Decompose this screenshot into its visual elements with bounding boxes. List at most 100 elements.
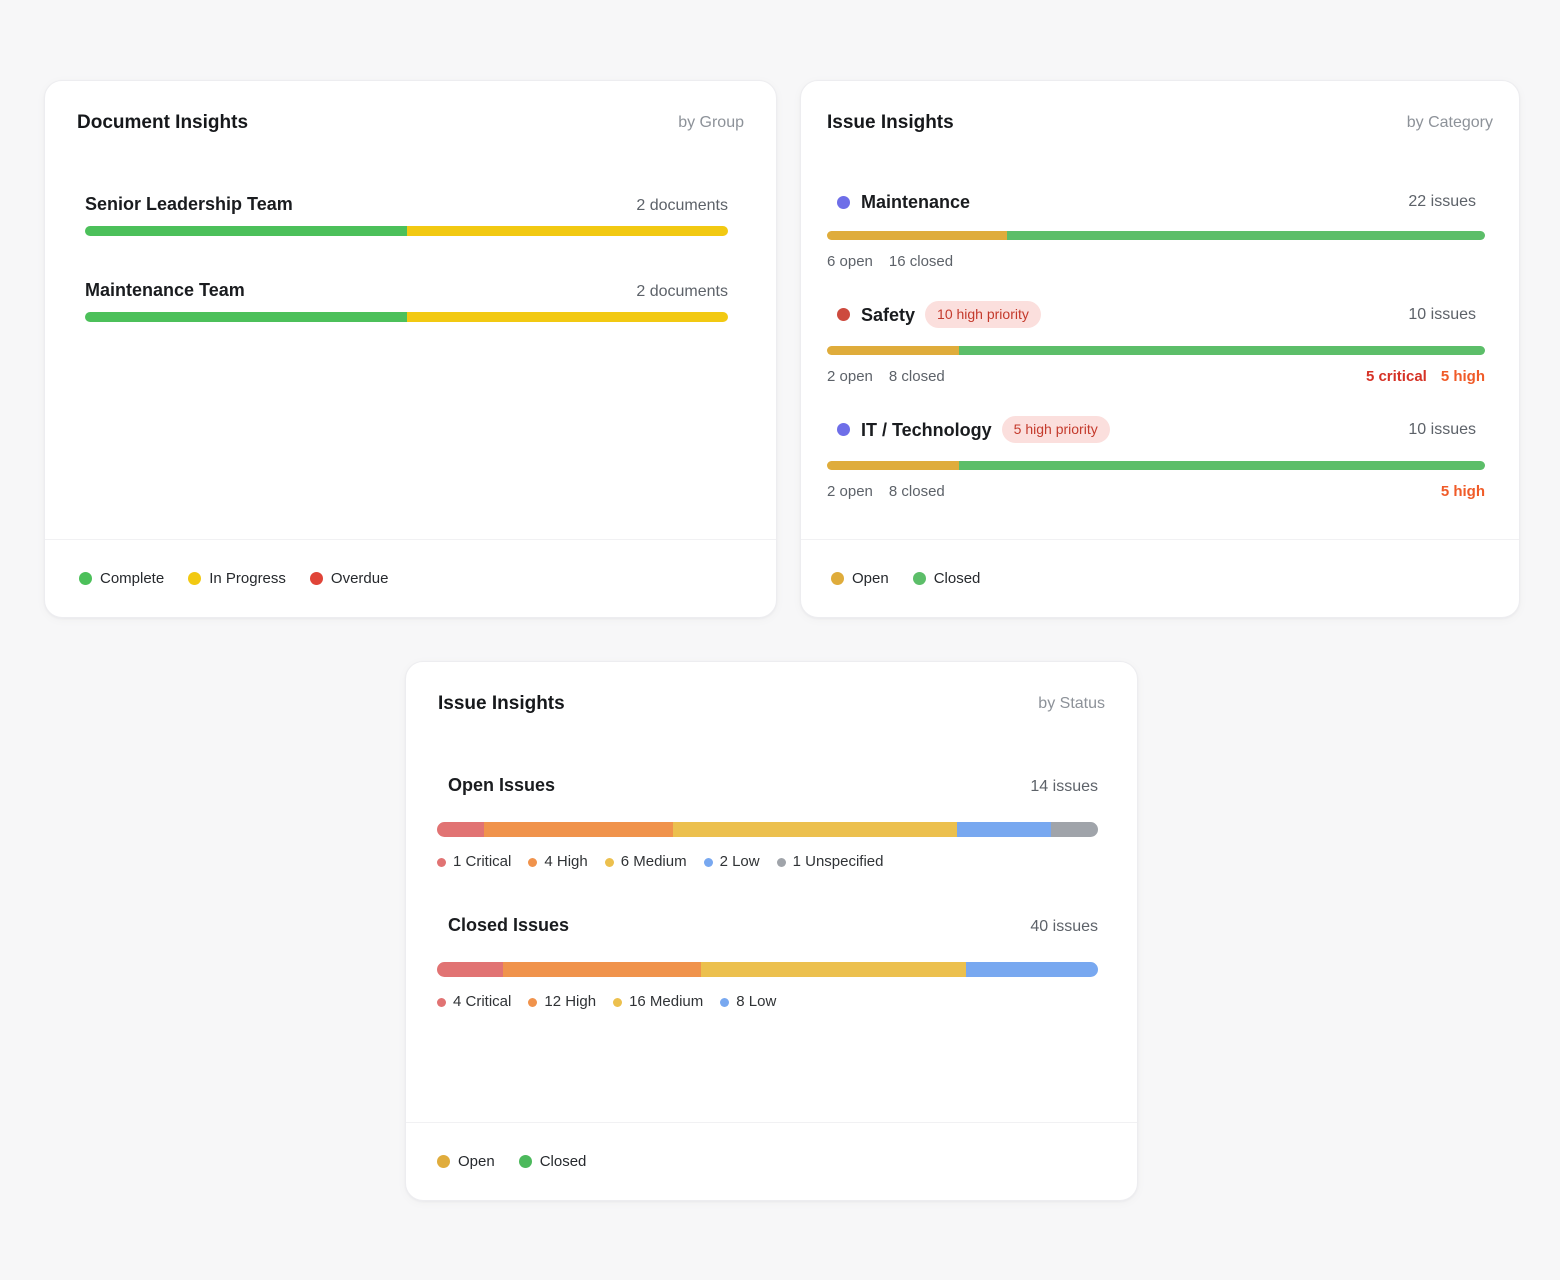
legend-dot	[437, 1155, 450, 1168]
open-closed-stats: 2 open 8 closed	[827, 368, 945, 386]
bar-segment	[827, 461, 959, 470]
stat-text: 2 open	[827, 483, 873, 500]
legend-label: 1 Critical	[453, 853, 512, 870]
bar-segment	[672, 822, 957, 837]
legend-label: Open	[852, 570, 889, 587]
legend-label: Complete	[100, 570, 165, 587]
legend-item: 4 Critical	[437, 993, 511, 1011]
category-name: IT / Technology	[861, 419, 992, 440]
bar-segment	[958, 346, 1485, 355]
priority-legend: 1 Critical 4 High 6 Medium 2 Low 1 Unspecifi…	[437, 853, 1098, 871]
group-name: Maintenance Team	[85, 280, 245, 300]
status-section: Open Issues 14 issues 1 Critical 4 High 6 …	[437, 774, 1098, 871]
card-legend: Complete In Progress Overdue	[45, 539, 776, 617]
stat-text: 8 closed	[888, 368, 945, 385]
bar-segment	[503, 962, 702, 977]
open-closed-bar	[827, 346, 1485, 355]
legend-item: 1 Critical	[437, 853, 511, 871]
category-dot	[837, 423, 850, 436]
legend-item: 8 Low	[720, 993, 776, 1011]
legend-label: 4 High	[544, 853, 588, 870]
stat-text: 2 open	[827, 368, 873, 385]
card-legend: Open Closed	[801, 539, 1519, 617]
card-title: Issue Insights	[827, 112, 954, 133]
document-rows: Senior Leadership Team 2 documents Maint…	[45, 193, 776, 322]
card-header: Issue Insights by Status	[406, 662, 1137, 716]
legend-label: 8 Low	[736, 993, 777, 1010]
document-count: 2 documents	[636, 197, 728, 214]
legend-dot	[188, 572, 202, 585]
priority-legend: 4 Critical 12 High 16 Medium 8 Low	[437, 993, 1098, 1011]
legend-dot	[437, 857, 446, 867]
category-row: Maintenance 22 issues 6 open 16 closed	[827, 191, 1485, 271]
status-sections: Open Issues 14 issues 1 Critical 4 High 6 …	[406, 774, 1137, 1011]
group-name: Senior Leadership Team	[85, 194, 293, 214]
legend-label: Overdue	[330, 570, 389, 587]
open-closed-bar	[827, 231, 1485, 240]
priority-stats: 5 critical 5 high	[1366, 368, 1485, 386]
category-dot	[837, 308, 850, 321]
issue-count: 14 issues	[1030, 778, 1098, 795]
status-by-label: by Status	[1038, 695, 1105, 712]
card-header: Document Insights by Group	[45, 81, 776, 135]
bar-segment	[827, 231, 1007, 240]
stat-text: 6 open	[827, 253, 873, 270]
legend-dot	[437, 997, 446, 1007]
bar-segment	[965, 962, 1098, 977]
legend-item: Closed	[912, 570, 981, 587]
legend-item: Overdue	[309, 570, 389, 587]
issue-insights-status-card: Issue Insights by Status Open Issues 14 …	[405, 661, 1138, 1201]
legend-dot	[613, 997, 623, 1007]
category-row: IT / Technology 5 high priority 10 issue…	[827, 416, 1485, 501]
issue-count: 10 issues	[1408, 305, 1476, 323]
legend-dot	[79, 572, 92, 585]
bar-segment	[827, 346, 959, 355]
legend-label: 1 Unspecified	[792, 853, 884, 870]
legend-item: Complete	[79, 570, 164, 587]
legend-item: Closed	[518, 1153, 587, 1170]
legend-item: Open	[437, 1153, 495, 1170]
group-by-label: by Group	[678, 114, 744, 131]
legend-label: Open	[458, 1153, 495, 1170]
legend-dot	[912, 572, 926, 585]
legend-item: 2 Low	[703, 853, 760, 871]
priority-distribution-bar	[437, 822, 1098, 837]
legend-item: 1 Unspecified	[776, 853, 884, 871]
legend-item: 16 Medium	[613, 993, 703, 1011]
legend-label: 4 Critical	[453, 993, 512, 1010]
bar-segment	[483, 822, 673, 837]
priority-badge: 5 high priority	[1001, 416, 1110, 443]
category-row: Safety 10 high priority 10 issues 2 open…	[827, 301, 1485, 386]
bar-segment	[1006, 231, 1485, 240]
legend-item: 6 Medium	[604, 853, 687, 871]
legend-item: 12 High	[528, 993, 596, 1011]
status-name: Open Issues	[448, 775, 556, 795]
bar-segment	[958, 461, 1485, 470]
bar-segment	[85, 226, 407, 236]
priority-badge: 10 high priority	[925, 301, 1041, 328]
legend-label: 2 Low	[719, 853, 760, 870]
category-name: Safety	[861, 304, 916, 325]
legend-dot	[309, 572, 323, 585]
category-name: Maintenance	[861, 192, 971, 212]
issue-count: 22 issues	[1408, 193, 1476, 210]
stat-text: 16 closed	[888, 253, 954, 270]
group-row: Maintenance Team 2 documents	[85, 279, 728, 322]
open-closed-bar	[827, 461, 1485, 470]
category-by-label: by Category	[1406, 114, 1493, 131]
priority-stats: 5 high	[1441, 483, 1485, 501]
legend-label: In Progress	[209, 570, 286, 587]
bar-segment	[437, 962, 504, 977]
legend-item: Open	[831, 570, 889, 587]
legend-label: Closed	[539, 1153, 587, 1170]
stat-text: 5 high	[1440, 368, 1485, 385]
status-name: Closed Issues	[448, 915, 570, 935]
legend-dot	[528, 857, 538, 867]
bar-segment	[956, 822, 1052, 837]
bar-segment	[406, 226, 728, 236]
legend-item: 4 High	[528, 853, 588, 871]
legend-dot	[528, 997, 538, 1007]
legend-label: Closed	[933, 570, 981, 587]
bar-segment	[1051, 822, 1098, 837]
bar-segment	[437, 822, 484, 837]
